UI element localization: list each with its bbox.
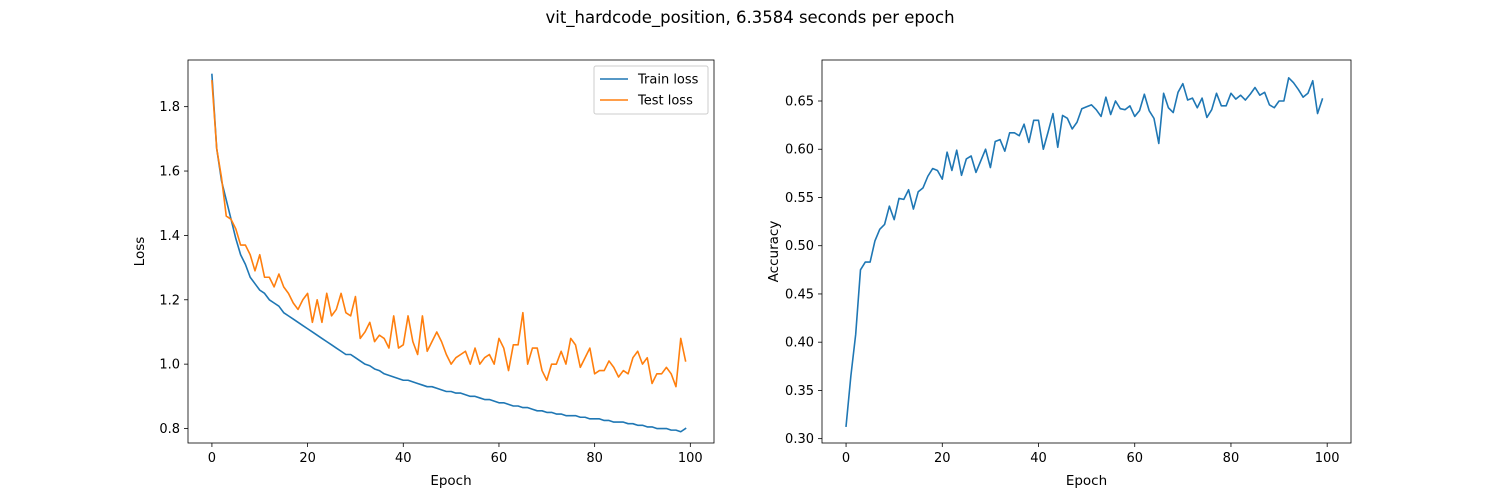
x-tick-label: 0 <box>842 451 850 466</box>
y-tick-label: 0.40 <box>785 336 814 351</box>
x-tick-label: 80 <box>1223 451 1240 466</box>
loss-y-axis-label: Loss <box>132 237 148 267</box>
loss-x-axis-label: Epoch <box>430 473 471 489</box>
y-tick-label: 1.0 <box>159 358 180 373</box>
train-loss-line <box>211 73 687 433</box>
legend-box <box>593 65 709 115</box>
test-loss-line <box>211 80 687 388</box>
accuracy-y-axis-label: Accuracy <box>766 221 782 283</box>
legend-test-label: Test loss <box>637 94 693 109</box>
accuracy-line <box>845 77 1324 427</box>
x-tick-label: 80 <box>586 451 603 466</box>
figure-suptitle: vit_hardcode_position, 6.3584 seconds pe… <box>545 8 954 28</box>
y-tick-label: 0.8 <box>159 422 180 437</box>
x-tick-label: 100 <box>1315 451 1340 466</box>
y-tick-label: 0.65 <box>785 95 814 110</box>
x-tick-label: 0 <box>208 451 216 466</box>
x-tick-label: 20 <box>299 451 316 466</box>
x-tick-label: 60 <box>491 451 508 466</box>
x-tick-label: 40 <box>1030 451 1047 466</box>
y-tick-label: 0.45 <box>785 287 814 302</box>
y-tick-label: 1.6 <box>159 165 180 180</box>
loss-plot-frame <box>187 59 715 444</box>
loss-legend: Train loss Test loss <box>593 65 709 115</box>
y-tick-label: 0.60 <box>785 143 814 158</box>
x-tick-label: 60 <box>1126 451 1143 466</box>
x-tick-label: 40 <box>395 451 412 466</box>
loss-plot: 0 20 40 60 80 100 0.8 1.0 1.2 1.4 1.6 1.8 Epoch Los… <box>132 59 715 489</box>
accuracy-plot-marks: 0 20 40 60 80 100 0.30 0.35 0.40 0.45 0.50 0.55 0.60… <box>785 77 1340 466</box>
loss-plot-marks: 0 20 40 60 80 100 0.8 1.0 1.2 1.4 1.6 1.8 <box>159 73 703 466</box>
accuracy-x-axis-label: Epoch <box>1066 473 1107 489</box>
legend-train-label: Train loss <box>637 73 699 88</box>
accuracy-plot-frame <box>821 59 1352 444</box>
y-tick-label: 1.4 <box>159 229 180 244</box>
x-tick-label: 100 <box>678 451 703 466</box>
y-tick-label: 0.30 <box>785 432 814 447</box>
y-tick-label: 0.50 <box>785 239 814 254</box>
accuracy-plot: 0 20 40 60 80 100 0.30 0.35 0.40 0.45 0.50 0.55 0.60… <box>766 59 1352 489</box>
y-tick-label: 1.8 <box>159 100 180 115</box>
x-tick-label: 20 <box>934 451 951 466</box>
y-tick-label: 0.35 <box>785 384 814 399</box>
y-tick-label: 0.55 <box>785 191 814 206</box>
y-tick-label: 1.2 <box>159 293 180 308</box>
